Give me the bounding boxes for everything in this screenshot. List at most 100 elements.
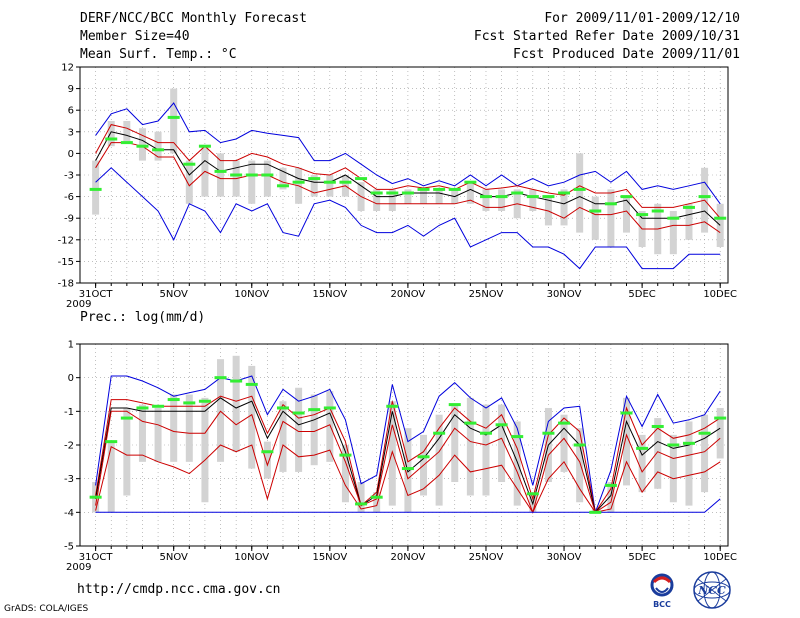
temp-xtick-label: 5NOV [159,289,188,300]
temp-spread-box [623,196,631,233]
prec-ensemble-marker [558,421,571,425]
temp-ytick-label: -12 [58,235,74,246]
prec-xtick-label: 10NOV [234,552,269,563]
prec-series-max [95,375,721,513]
prec-ensemble-marker [245,382,258,386]
temp-ensemble-marker [401,191,414,195]
prec-xtick-label: 25NOV [469,552,504,563]
temp-spread-box [92,160,100,215]
prec-spread-box [623,397,631,486]
temp-ensemble-marker [136,144,149,148]
prec-series-min [95,498,721,513]
prec-spread-box [451,404,459,483]
temp-ytick-label: -6 [64,192,74,203]
ncc-logo: NCC [693,571,731,609]
forecast-produced-date: Fcst Produced Date 2009/11/01 [513,47,740,62]
prec-ensemble-marker [636,446,649,450]
prec-spread-box [170,394,178,462]
prec-spread-box [373,492,381,513]
prec-ensemble-marker [682,441,695,445]
prec-spread-box [607,482,615,513]
temp-ensemble-marker [370,191,383,195]
prec-ensemble-marker [214,376,227,380]
prec-ytick-label: -2 [64,441,74,452]
temp-ensemble-marker [542,195,555,199]
temp-ytick-label: 6 [68,106,74,117]
prec-ensemble-marker [511,435,524,439]
forecast-start-date: Fcst Started Refer Date 2009/10/31 [473,29,740,44]
temp-ensemble-marker [120,141,133,145]
temp-ensemble-marker [167,115,180,119]
prec-ytick-label: -3 [64,474,74,485]
precipitation-panel: 1 0 -1 -2 -3 -4 -5 31OCT 5NOV 10NOV 15NOV 20NOV 25NO… [64,340,737,574]
temp-spread-box [591,196,599,240]
prec-ensemble-marker [323,406,336,410]
prec-ensemble-marker [651,424,664,428]
prec-ensemble-marker [261,450,274,454]
temp-spread-box [388,189,396,211]
temp-spread-box [576,153,584,233]
prec-ensemble-marker [542,431,555,435]
temp-ensemble-marker [464,180,477,184]
temp-ensemble-marker [526,195,539,199]
prec-series-upper [95,395,721,514]
prec-ensemble-marker [308,408,321,412]
temp-ytick-label: -15 [58,257,74,268]
prec-spread-box [435,414,443,506]
prec-xtick-label: 30NOV [547,552,582,563]
temp-xtick-label: 31OCT [79,289,114,300]
prec-ensemble-marker [89,495,102,499]
temp-spread-box [154,131,162,161]
prec-spread-box [232,355,240,452]
prec-spread-box [310,394,318,466]
temp-ensemble-marker [573,187,586,191]
chart-title: DERF/NCC/BCC Monthly Forecast [80,11,307,26]
prec-ensemble-marker [386,404,399,408]
prec-ensemble-marker [355,502,368,506]
temp-ensemble-marker [152,148,165,152]
temp-ensemble-marker [230,173,243,177]
website-url[interactable]: http://cmdp.ncc.cma.gov.cn [77,582,281,597]
prec-spread-box [279,401,287,472]
prec-spread-box [513,421,521,506]
member-size: Member Size=40 [80,29,190,44]
temp-ensemble-marker [620,195,633,199]
prec-ytick-label: -4 [64,508,74,519]
prec-ensemble-marker [620,411,633,415]
temp-ensemble-marker [323,180,336,184]
prec-ensemble-marker [698,431,711,435]
temp-spread-box [607,189,615,247]
temp-series-min [95,167,721,270]
prec-spread-box [482,404,490,496]
prec-ensemble-marker [479,431,492,435]
prec-ensemble-marker [714,416,727,420]
temp-year-label: 2009 [66,299,91,310]
temp-ensemble-marker [511,191,524,195]
temp-spread-box [482,189,490,211]
temp-ensemble-marker [276,184,289,188]
prec-series-lower [95,410,721,514]
temp-ensemble-marker [355,177,368,181]
bcc-logo: BCC [650,573,674,609]
temp-ensemble-marker [198,144,211,148]
temp-ensemble-marker [651,209,664,213]
prec-year-label: 2009 [66,562,91,573]
prec-spread-box [669,434,677,503]
prec-xtick-label: 5DEC [628,552,655,563]
temp-spread-box [170,88,178,154]
temp-xtick-label: 25NOV [469,289,504,300]
temp-ensemble-marker [667,216,680,220]
temp-xtick-label: 5DEC [628,289,655,300]
bcc-logo-text: BCC [653,600,671,609]
temp-spread-box [279,167,287,190]
temp-ensemble-marker [636,213,649,217]
temp-spread-box [248,160,256,204]
prec-spread-box [560,414,568,472]
temp-spread-box [217,153,225,197]
prec-ensemble-marker [448,403,461,407]
ncc-logo-text: NCC [697,584,726,597]
prec-spread-box [107,441,115,513]
temp-xtick-label: 30NOV [547,289,582,300]
prec-ensemble-marker [120,416,133,420]
prec-ytick-label: 0 [68,373,74,384]
